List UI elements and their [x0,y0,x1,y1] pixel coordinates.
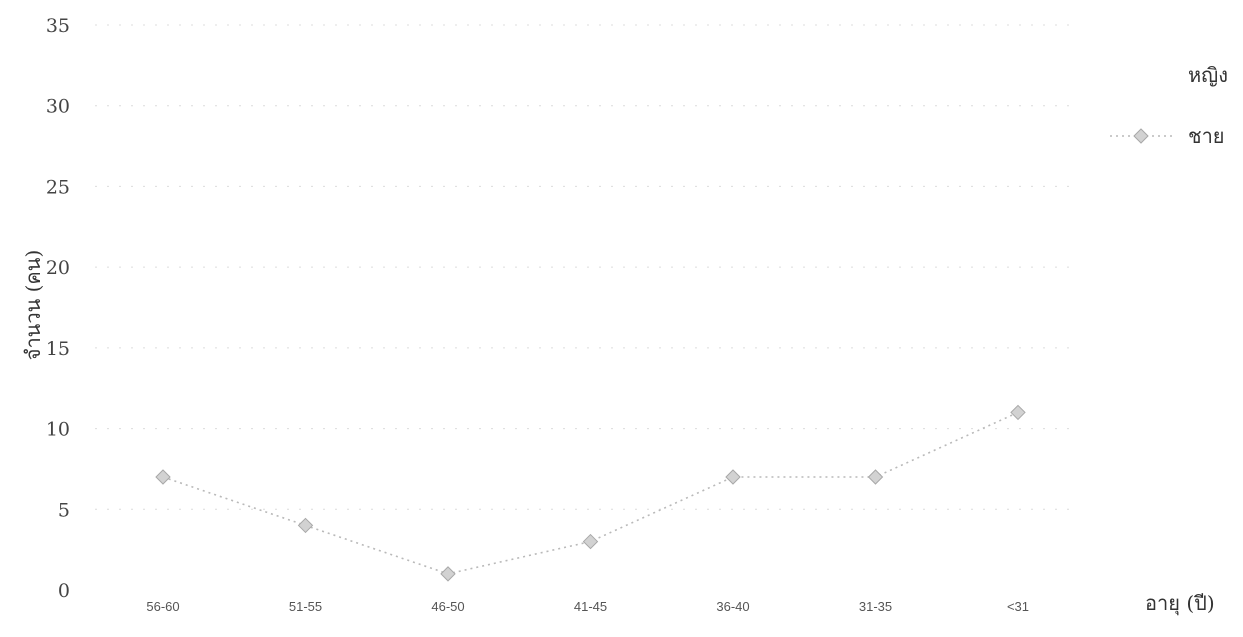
data-point [440,566,456,582]
x-tick-label: 41-45 [574,599,607,614]
legend-marker-male [1133,128,1149,144]
y-axis-label: จำนวน (คน) [21,250,45,361]
y-tick-label: 5 [58,499,70,521]
x-tick-label: 56-60 [146,599,179,614]
x-tick-label: <31 [1007,599,1029,614]
y-axis-ticks: 0 5 10 15 20 25 30 35 [46,15,70,602]
series-layer [155,404,1026,582]
x-axis-label: อายุ (ปี) [1145,591,1215,616]
data-point [582,533,599,550]
data-point [155,469,171,485]
legend-label-male: ชาย [1188,124,1225,148]
y-tick-label: 10 [46,419,70,441]
y-tick-label: 35 [46,15,70,37]
x-tick-label: 31-35 [859,599,892,614]
y-tick-label: 30 [46,96,70,118]
y-tick-label: 20 [46,257,70,279]
legend: หญิง ชาย [1110,63,1228,148]
data-point [297,517,314,534]
x-tick-label: 36-40 [716,599,749,614]
x-axis-ticks: 56-60 51-55 46-50 41-45 36-40 31-35 <31 [146,599,1029,614]
series-line [162,411,1019,575]
x-tick-label: 46-50 [431,599,464,614]
grid-lines [95,24,1075,510]
data-point [867,469,884,485]
data-point [725,469,741,485]
x-tick-label: 51-55 [289,599,322,614]
y-tick-label: 15 [46,338,70,360]
data-point [1010,404,1026,421]
legend-label-female: หญิง [1188,63,1228,87]
y-tick-label: 0 [58,580,70,602]
y-tick-label: 25 [46,176,70,198]
